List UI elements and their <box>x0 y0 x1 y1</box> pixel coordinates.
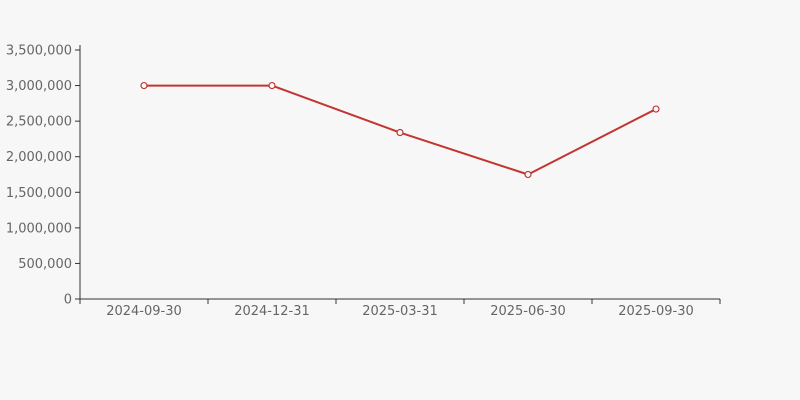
y-axis-tick-label: 1,500,000 <box>6 186 72 201</box>
y-axis-tick-label: 2,500,000 <box>6 115 72 130</box>
data-point-marker[interactable] <box>652 105 660 113</box>
y-axis-tick-label: 500,000 <box>18 257 72 272</box>
data-point-marker[interactable] <box>396 128 404 137</box>
y-axis-tick-label: 2,000,000 <box>6 150 72 165</box>
x-axis-tick-label: 2024-12-31 <box>234 304 310 319</box>
data-point-marker[interactable] <box>140 81 148 90</box>
y-axis-tick-label: 1,000,000 <box>6 221 72 236</box>
data-point-marker[interactable] <box>524 170 532 179</box>
y-axis-tick-label: 3,000,000 <box>6 79 72 94</box>
x-axis-tick-label: 2025-09-30 <box>618 304 694 319</box>
x-axis-tick-label: 2025-03-31 <box>362 304 438 319</box>
y-axis-tick-label: 3,500,000 <box>6 44 72 59</box>
x-axis-tick-label: 2025-06-30 <box>490 304 566 319</box>
y-axis-tick-label: 0 <box>64 293 72 308</box>
x-axis-tick-label: 2024-09-30 <box>106 304 182 319</box>
data-point-marker[interactable] <box>268 81 276 90</box>
